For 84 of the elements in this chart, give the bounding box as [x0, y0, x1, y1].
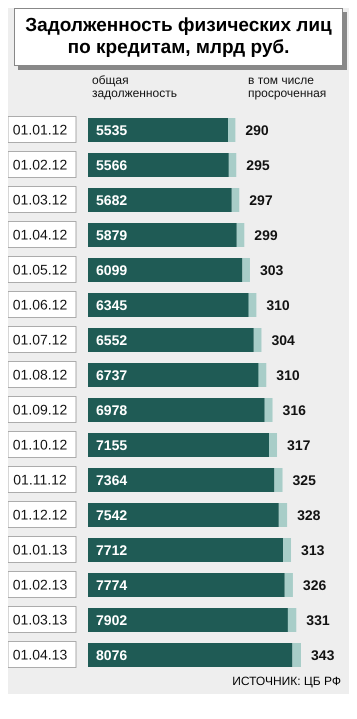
- text: ИСТОЧНИК: ЦБ РФ: [231, 673, 342, 690]
- data-label: 7902: [96, 612, 128, 628]
- bar: [228, 153, 236, 177]
- bar: [88, 538, 284, 562]
- y-tick-label: 01.07.12: [12, 332, 68, 348]
- bar: [88, 153, 229, 177]
- bar: [88, 363, 258, 387]
- data-label: 6978: [96, 402, 128, 418]
- data-label: 5535: [96, 122, 128, 138]
- data-label: 5879: [96, 226, 128, 243]
- bar: [88, 398, 265, 422]
- bar: [88, 118, 228, 142]
- bar: [278, 503, 288, 527]
- bar: [88, 468, 274, 492]
- data-label: 5566: [96, 156, 128, 173]
- y-tick-label: 01.01.13: [12, 542, 68, 558]
- y-tick-label: 01.06.12: [12, 296, 68, 312]
- bar: [288, 608, 296, 632]
- bar: [88, 643, 292, 667]
- data-label: 290: [245, 122, 269, 138]
- y-tick-label: 01.08.12: [12, 366, 68, 382]
- data-label: 343: [311, 646, 335, 663]
- y-tick-label: 01.11.12: [13, 472, 67, 488]
- data-label: 5682: [96, 192, 128, 208]
- y-tick-label: 01.02.12: [12, 156, 68, 172]
- y-tick-label: 01.04.13: [12, 646, 68, 662]
- bar: [242, 258, 250, 282]
- bar: [283, 538, 292, 562]
- bar: [284, 573, 293, 597]
- data-label: 6552: [96, 332, 128, 348]
- chart-title: Задолженность физических лиц по кредитам, млрд руб.: [14, 8, 343, 66]
- bar: [264, 398, 273, 422]
- data-label: 6737: [96, 366, 128, 383]
- data-label: 313: [301, 542, 325, 558]
- data-label: 331: [306, 612, 330, 628]
- y-tick-label: 01.01.12: [12, 122, 68, 138]
- series-label: общая задолженность: [92, 73, 178, 100]
- bar: [88, 328, 254, 352]
- bar: [258, 363, 266, 387]
- y-tick-label: 01.02.13: [12, 576, 68, 592]
- data-label: 326: [302, 576, 326, 593]
- data-label: 6345: [96, 296, 128, 313]
- bar: [88, 608, 288, 632]
- bar: [228, 118, 236, 142]
- data-label: 7542: [96, 506, 128, 523]
- data-label: 303: [260, 262, 284, 278]
- data-label: 299: [254, 226, 278, 243]
- y-tick-label: 01.04.12: [12, 226, 68, 242]
- bar: [88, 188, 232, 212]
- bar: [254, 328, 262, 352]
- y-tick-label: 01.12.12: [12, 506, 68, 522]
- series-label: в том числе просроченная: [248, 73, 328, 100]
- bar: [88, 258, 242, 282]
- bar: [88, 293, 249, 317]
- data-label: 8076: [96, 646, 128, 663]
- bar: [88, 223, 237, 247]
- bar: [236, 223, 244, 247]
- y-tick-label: 01.09.12: [12, 402, 68, 418]
- bar: [88, 573, 285, 597]
- data-label: 325: [292, 472, 316, 488]
- bar: [248, 293, 256, 317]
- data-label: 6099: [96, 262, 128, 278]
- bar: [88, 503, 279, 527]
- bar: [274, 468, 283, 492]
- bar: [88, 433, 270, 457]
- data-label: 304: [271, 332, 296, 348]
- data-label: 316: [282, 402, 306, 418]
- data-label: 310: [266, 296, 290, 313]
- data-label: 317: [287, 436, 311, 453]
- data-label: 310: [276, 366, 300, 383]
- data-label: 328: [297, 506, 321, 523]
- bar: [269, 433, 278, 457]
- y-tick-label: 01.03.13: [12, 612, 68, 628]
- y-tick-label: 01.10.12: [12, 436, 68, 452]
- bar: [292, 643, 301, 667]
- data-label: 295: [246, 156, 270, 173]
- data-label: 7712: [96, 542, 128, 558]
- data-label: 297: [249, 192, 273, 208]
- data-label: 7774: [96, 576, 128, 593]
- bar: [232, 188, 240, 212]
- data-label: 7155: [96, 436, 128, 453]
- data-label: 7364: [96, 472, 128, 488]
- y-tick-label: 01.03.12: [12, 192, 68, 208]
- y-tick-label: 01.05.12: [12, 262, 68, 278]
